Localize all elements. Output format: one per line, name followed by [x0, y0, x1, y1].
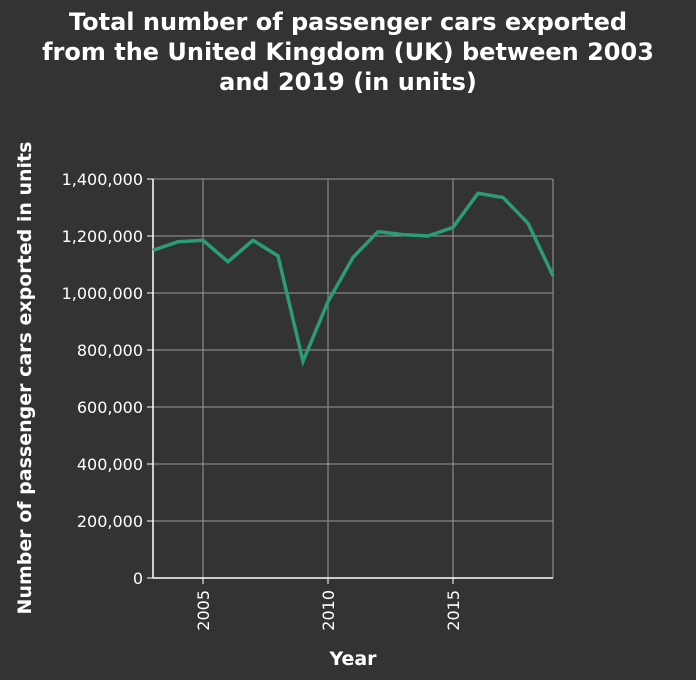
- chart-title-line-2: from the United Kingdom (UK) between 200…: [42, 38, 654, 66]
- x-tick-label: 2005: [194, 590, 213, 631]
- y-tick-label: 800,000: [77, 341, 143, 360]
- chart-title-line-3: and 2019 (in units): [219, 68, 477, 96]
- series-layer: [152, 191, 555, 368]
- y-tick-label: 1,000,000: [62, 284, 143, 303]
- tick-labels: 0 200,000 400,000 600,000 800,000 1,000,000 1,…: [62, 170, 463, 631]
- x-tick-label: 2015: [444, 590, 463, 631]
- y-tick-label: 1,400,000: [62, 170, 143, 189]
- x-axis-label: Year: [328, 648, 377, 670]
- y-tick-label: 600,000: [77, 398, 143, 417]
- x-tick-label: 2010: [319, 590, 338, 631]
- y-tick-label: 0: [133, 569, 143, 588]
- series-line: [152, 191, 555, 368]
- axes: [147, 178, 553, 584]
- grid-lines: [153, 178, 554, 579]
- y-tick-label: 400,000: [77, 455, 143, 474]
- y-axis-label: Number of passenger cars exported in uni…: [14, 142, 36, 615]
- chart-title-line-1: Total number of passenger cars exported: [69, 8, 627, 36]
- y-tick-label: 200,000: [77, 512, 143, 531]
- y-tick-label: 1,200,000: [62, 227, 143, 246]
